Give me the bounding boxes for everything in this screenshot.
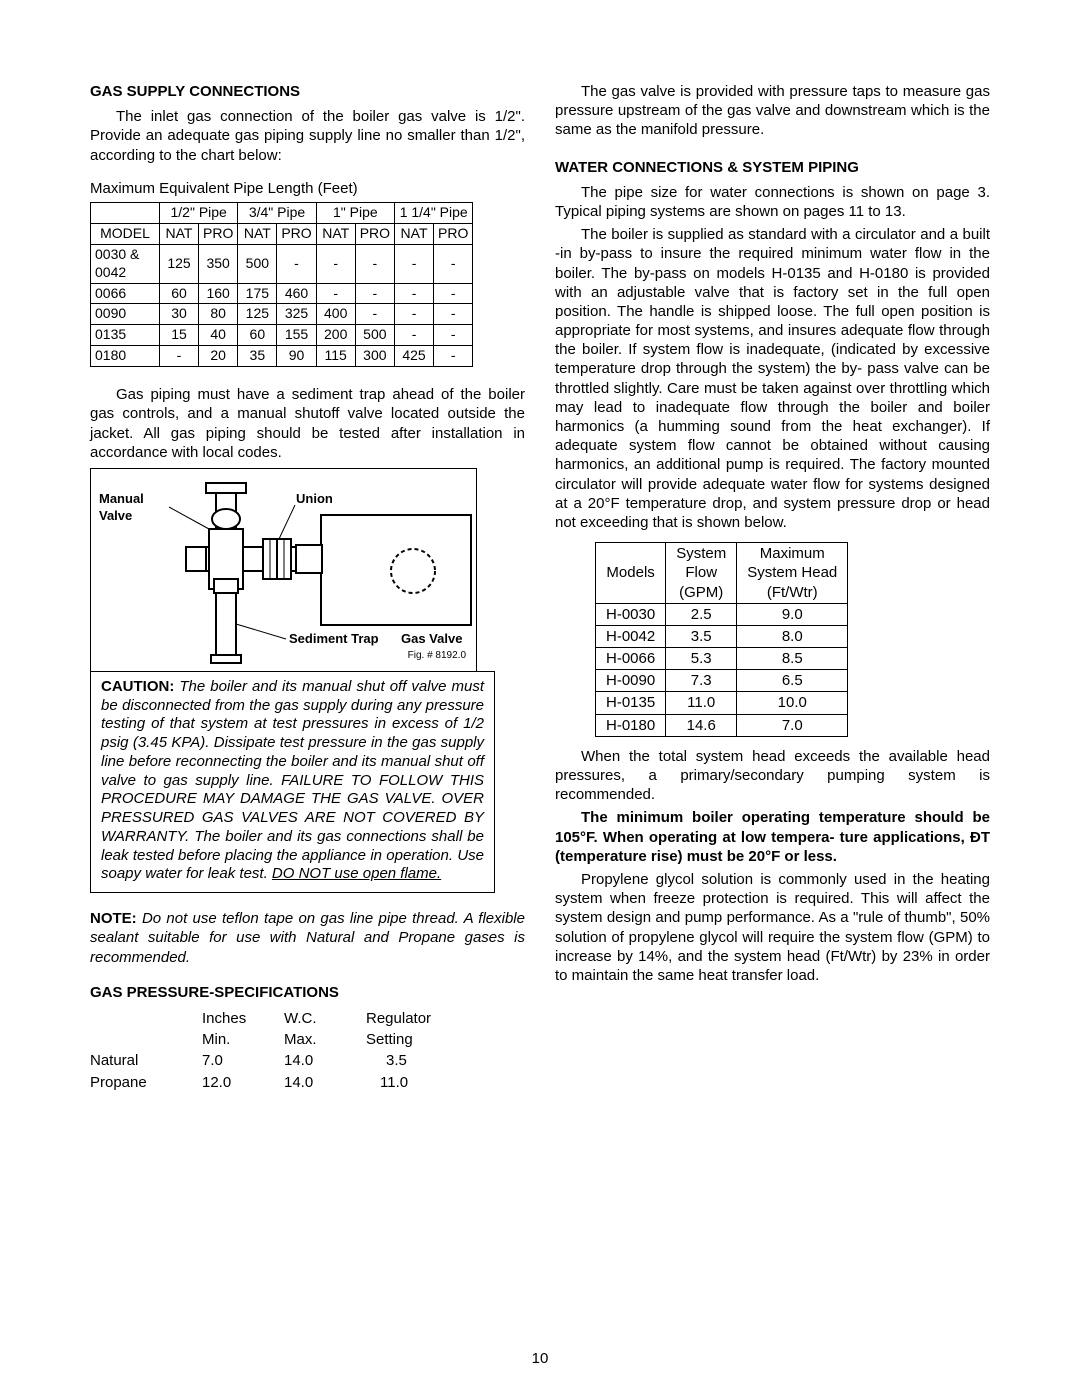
note-para: NOTE: Do not use teflon tape on gas line…: [90, 909, 525, 967]
right-column: The gas valve is provided with pressure …: [555, 82, 990, 1093]
pipe-length-table: 1/2" Pipe 3/4" Pipe 1" Pipe 1 1/4" Pipe …: [90, 202, 473, 367]
para-circulator: The boiler is supplied as standard with …: [555, 225, 990, 532]
para-gas-valve-taps: The gas valve is provided with pressure …: [555, 82, 990, 140]
para-inlet: The inlet gas connection of the boiler g…: [90, 107, 525, 165]
figure-number: Fig. # 8192.0: [408, 650, 466, 663]
heading-gas-supply: GAS SUPPLY CONNECTIONS: [90, 82, 525, 101]
label-union: Union: [296, 491, 333, 508]
para-pipe-size: The pipe size for water connections is s…: [555, 183, 990, 221]
para-total-head: When the total system head exceeds the a…: [555, 747, 990, 805]
para-min-temp: The minimum boiler operating temperature…: [555, 808, 990, 866]
caution-lead: CAUTION:: [101, 678, 174, 695]
gas-pressure-table: Inches W.C. Regulator Min. Max. Setting …: [90, 1008, 468, 1093]
caution-box: CAUTION: The boiler and its manual shut …: [90, 671, 495, 893]
label-gas-valve: Gas Valve: [401, 631, 462, 648]
page: GAS SUPPLY CONNECTIONS The inlet gas con…: [90, 0, 990, 1093]
left-column: GAS SUPPLY CONNECTIONS The inlet gas con…: [90, 82, 525, 1093]
para-glycol: Propylene glycol solution is commonly us…: [555, 870, 990, 985]
label-manual-valve: Manual Valve: [99, 491, 144, 524]
heading-water-connections: WATER CONNECTIONS & SYSTEM PIPING: [555, 158, 990, 177]
note-lead: NOTE:: [90, 910, 137, 927]
caution-underline: DO NOT use open flame.: [272, 865, 441, 882]
para-sediment: Gas piping must have a sediment trap ahe…: [90, 385, 525, 462]
gas-connection-figure: Manual Valve Union Sediment Trap Gas Val…: [90, 468, 477, 672]
label-sediment-trap: Sediment Trap: [289, 631, 379, 648]
pipe-table-caption: Maximum Equivalent Pipe Length (Feet): [90, 179, 525, 198]
note-body: Do not use teflon tape on gas line pipe …: [90, 910, 525, 965]
caution-body: The boiler and its manual shut off valve…: [101, 678, 484, 883]
heading-gas-pressure: GAS PRESSURE-SPECIFICATIONS: [90, 983, 525, 1002]
system-flow-table: Models System Flow (GPM) Maximum System …: [595, 542, 848, 737]
page-number: 10: [0, 1350, 1080, 1367]
